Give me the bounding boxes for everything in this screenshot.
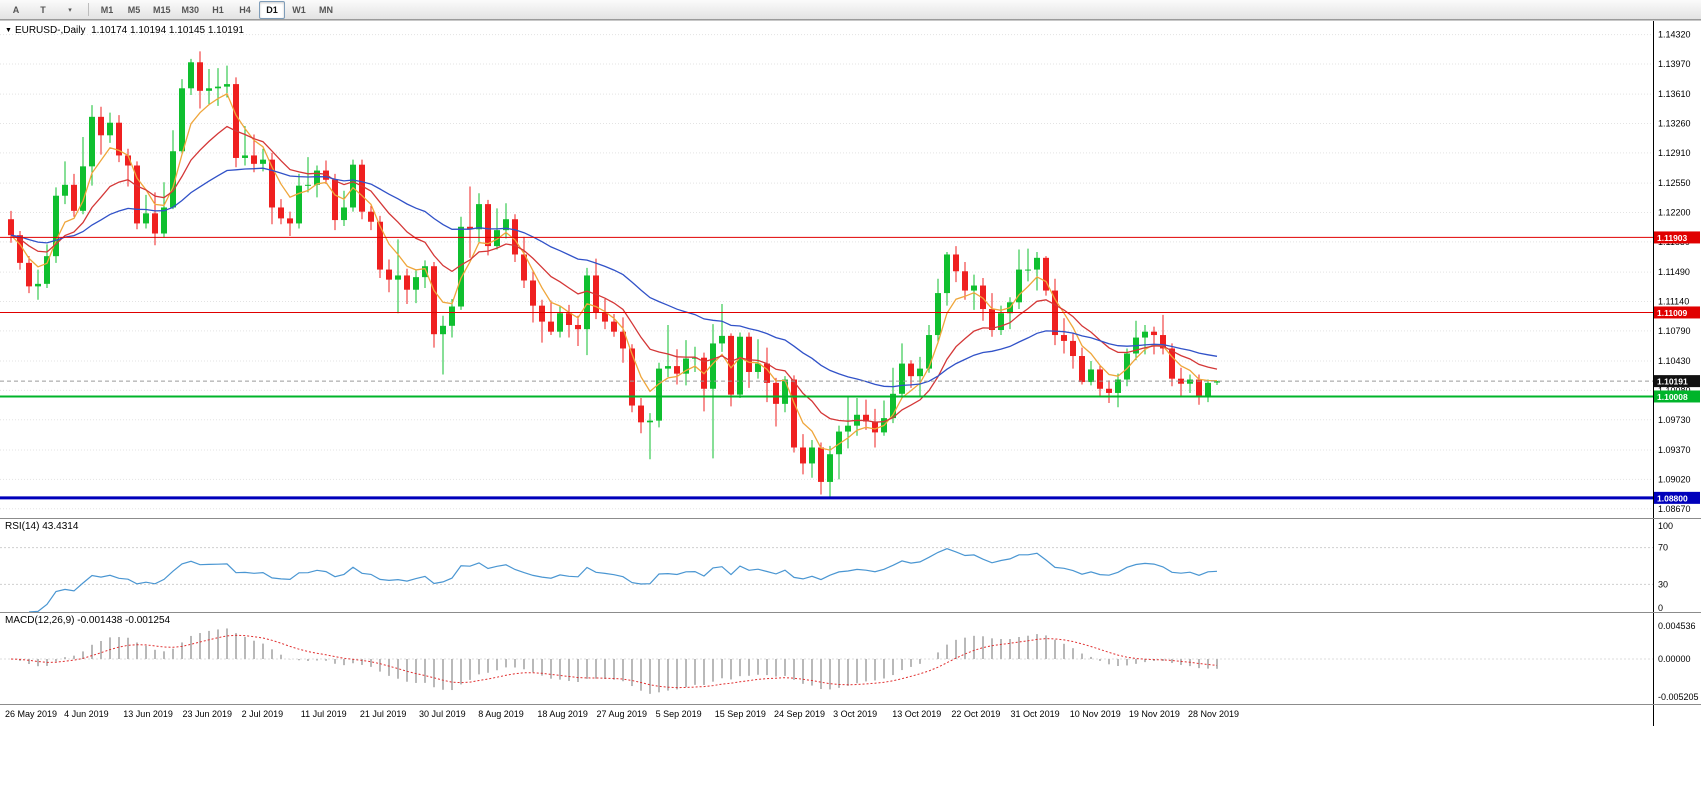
timeframe-button-m30[interactable]: M30 (181, 4, 200, 15)
svg-text:31 Oct 2019: 31 Oct 2019 (1011, 709, 1060, 719)
svg-text:24 Sep 2019: 24 Sep 2019 (774, 709, 825, 719)
toolbar-left-group: A T ▾ (3, 1, 83, 19)
svg-text:30: 30 (1658, 579, 1668, 589)
timeframe-toolbar: M1 M5 M15 M30 H1 H4 D1 W1 MN (94, 0, 339, 19)
svg-text:26 May 2019: 26 May 2019 (5, 709, 57, 719)
svg-text:13 Oct 2019: 13 Oct 2019 (892, 709, 941, 719)
ma-fast-orange (10, 92, 1218, 451)
chart-background (0, 20, 1701, 788)
chart-canvas[interactable]: 1.14320 1.13970 1.13610 1.13260 1.12910 1.125… (0, 20, 1701, 788)
svg-text:15 Sep 2019: 15 Sep 2019 (715, 709, 766, 719)
svg-text:10 Nov 2019: 10 Nov 2019 (1070, 709, 1121, 719)
svg-text:3 Oct 2019: 3 Oct 2019 (833, 709, 877, 719)
svg-text:1.12550: 1.12550 (1658, 178, 1691, 188)
svg-text:1.13970: 1.13970 (1658, 59, 1691, 69)
svg-text:21 Jul 2019: 21 Jul 2019 (360, 709, 407, 719)
svg-text:0: 0 (1658, 603, 1663, 613)
macd-signal-line (10, 634, 1218, 689)
svg-text:1.13260: 1.13260 (1658, 119, 1691, 129)
timeframe-button-m1[interactable]: M1 (100, 4, 114, 15)
svg-text:5 Sep 2019: 5 Sep 2019 (656, 709, 702, 719)
annotate-tool-button[interactable]: A (12, 4, 20, 15)
svg-text:1.10008: 1.10008 (1657, 392, 1688, 402)
svg-text:1.11903: 1.11903 (1657, 233, 1688, 243)
timeframe-button-m5[interactable]: M5 (127, 4, 141, 15)
text-tool-button[interactable]: T (40, 4, 46, 15)
svg-text:4 Jun 2019: 4 Jun 2019 (64, 709, 109, 719)
timeframe-button-h1[interactable]: H1 (212, 4, 224, 15)
svg-text:0.00000: 0.00000 (1658, 654, 1691, 664)
ma-slow-blue (10, 167, 1218, 388)
svg-text:1.12910: 1.12910 (1658, 148, 1691, 158)
svg-text:1.10191: 1.10191 (1657, 377, 1688, 387)
timeframe-button-m15[interactable]: M15 (153, 4, 171, 15)
svg-text:1.10790: 1.10790 (1658, 326, 1691, 336)
svg-text:1.11009: 1.11009 (1657, 308, 1688, 318)
svg-text:1.08670: 1.08670 (1658, 504, 1691, 514)
timeframe-button-w1[interactable]: W1 (292, 4, 306, 15)
svg-text:1.13610: 1.13610 (1658, 89, 1691, 99)
svg-text:70: 70 (1658, 543, 1668, 553)
timeframe-button-mn[interactable]: MN (319, 4, 334, 15)
toolbar-separator (88, 3, 89, 16)
svg-text:1.09020: 1.09020 (1658, 474, 1691, 484)
svg-text:19 Nov 2019: 19 Nov 2019 (1129, 709, 1180, 719)
svg-text:1.11140: 1.11140 (1658, 296, 1689, 306)
timeframe-button-d1[interactable]: D1 (259, 0, 286, 19)
svg-text:23 Jun 2019: 23 Jun 2019 (182, 709, 232, 719)
ma-medium-red (10, 125, 1218, 423)
svg-text:1.10080: 1.10080 (1658, 385, 1691, 395)
svg-text:1.11490: 1.11490 (1658, 267, 1690, 277)
svg-text:13 Jun 2019: 13 Jun 2019 (123, 709, 173, 719)
toolbar: A T ▾ M1 M5 M15 M30 H1 H4 D1 W1 MN (0, 0, 1701, 20)
svg-text:28 Nov 2019: 28 Nov 2019 (1188, 709, 1239, 719)
rsi-line (28, 548, 1218, 613)
svg-text:-0.005205: -0.005205 (1658, 692, 1699, 702)
svg-text:1.08800: 1.08800 (1657, 493, 1688, 503)
svg-text:1.14320: 1.14320 (1658, 30, 1691, 40)
svg-text:27 Aug 2019: 27 Aug 2019 (597, 709, 648, 719)
tools-dropdown-caret[interactable]: ▾ (68, 6, 72, 14)
svg-text:2 Jul 2019: 2 Jul 2019 (242, 709, 284, 719)
svg-text:1.12200: 1.12200 (1658, 208, 1691, 218)
svg-text:1.10430: 1.10430 (1658, 356, 1691, 366)
svg-text:22 Oct 2019: 22 Oct 2019 (951, 709, 1000, 719)
svg-text:0.004536: 0.004536 (1658, 621, 1696, 631)
svg-text:1.09370: 1.09370 (1658, 445, 1691, 455)
svg-text:8 Aug 2019: 8 Aug 2019 (478, 709, 524, 719)
svg-text:18 Aug 2019: 18 Aug 2019 (537, 709, 588, 719)
svg-text:1.09730: 1.09730 (1658, 415, 1691, 425)
timeframe-button-h4[interactable]: H4 (239, 4, 251, 15)
svg-text:30 Jul 2019: 30 Jul 2019 (419, 709, 466, 719)
svg-text:100: 100 (1658, 521, 1673, 531)
svg-text:11 Jul 2019: 11 Jul 2019 (301, 709, 347, 719)
